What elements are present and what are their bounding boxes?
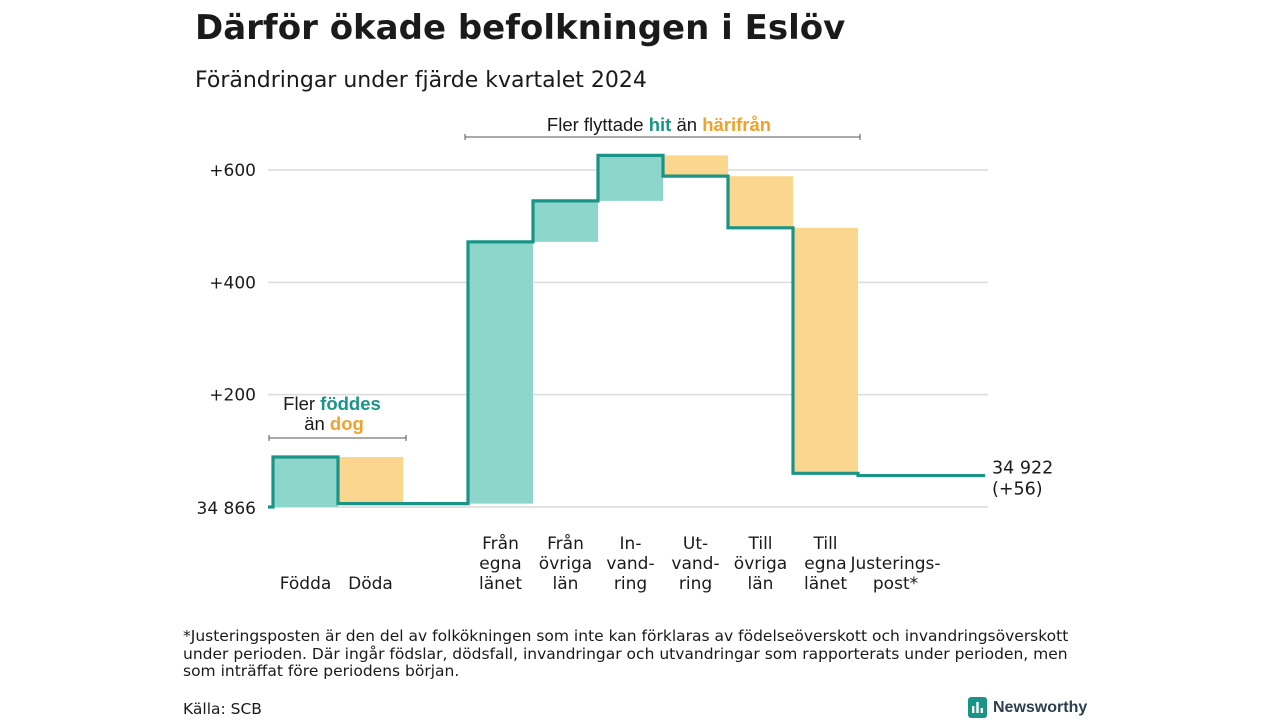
end-value-label: (+56) [992, 480, 1043, 500]
category-label: vand- [671, 554, 719, 574]
category-label: egna [479, 554, 521, 574]
category-label: egna [804, 554, 846, 574]
outflow-bar [663, 155, 728, 177]
category-label: Från [482, 533, 519, 554]
category-label: Födda [280, 574, 332, 594]
y-tick-label: +400 [209, 273, 256, 293]
cumulative-line [268, 153, 985, 509]
migration-annotation: Fler flyttade hit än härifrån [547, 114, 771, 135]
inflow-bar [533, 200, 598, 242]
category-label: ring [614, 574, 647, 594]
inflow-bar [468, 241, 533, 504]
category-label: Från [547, 533, 584, 554]
category-label: In- [620, 534, 642, 554]
outflow-bar [793, 227, 858, 474]
category-label: Till [747, 534, 772, 554]
y-tick-label: +600 [209, 161, 256, 181]
end-value-label: 34 922 [992, 459, 1053, 479]
outflow-bar [338, 457, 403, 504]
category-label: länet [479, 574, 522, 594]
category-label: övriga [539, 554, 592, 574]
category-label: län [553, 574, 579, 594]
category-label: länet [804, 574, 847, 594]
y-tick-label: +200 [209, 386, 256, 406]
outflow-bar [728, 176, 793, 228]
source-note: Källa: SCB [183, 700, 262, 718]
newsworthy-logo-icon [968, 697, 987, 718]
births-annotation-line2: än dog [304, 413, 364, 434]
base-value-label: 34 866 [197, 499, 256, 519]
category-label: Till [812, 534, 837, 554]
inflow-bar [598, 155, 663, 201]
category-label: län [748, 574, 774, 594]
category-label: Döda [348, 574, 393, 594]
inflow-bar [273, 457, 338, 507]
category-label: övriga [734, 554, 787, 574]
chart-title: Därför ökade befolkningen i Eslöv [195, 8, 846, 48]
footnote: *Justeringsposten är den del av folkökni… [183, 627, 1069, 680]
category-label: ring [679, 574, 712, 594]
category-label: post* [873, 574, 918, 594]
brand: Newsworthy [968, 697, 1087, 718]
category-label: Ut- [683, 534, 708, 554]
category-label: Justerings- [849, 554, 940, 574]
chart-subtitle: Förändringar under fjärde kvartalet 2024 [195, 68, 647, 93]
births-annotation-line1: Fler föddes [283, 393, 381, 414]
brand-name: Newsworthy [993, 698, 1088, 716]
category-label: vand- [606, 554, 654, 574]
